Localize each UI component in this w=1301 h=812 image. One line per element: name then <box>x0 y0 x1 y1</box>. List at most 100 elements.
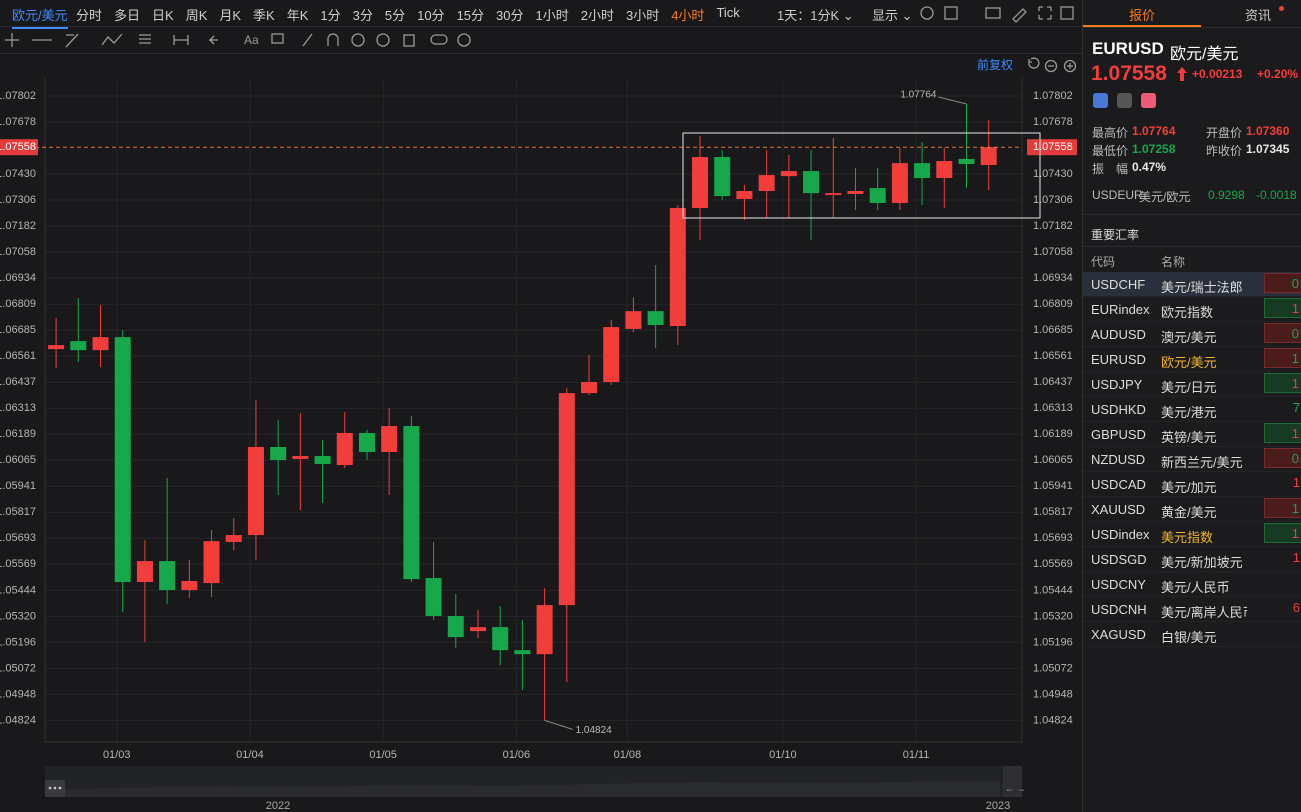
period[interactable]: 月K <box>219 8 242 23</box>
icon-settings[interactable] <box>920 6 934 20</box>
icon-pen[interactable] <box>1012 8 1027 23</box>
period[interactable]: 5分 <box>384 8 406 23</box>
rate-code: AUDUSD <box>1091 327 1146 342</box>
rate-row[interactable]: XAUUSD 黄金/美元 1 <box>1083 497 1301 522</box>
interval: 1天：1分K <box>777 8 840 23</box>
icon-fib[interactable] <box>139 34 151 44</box>
rate-name: 澳元/美元 <box>1161 330 1217 345</box>
rate-value: 6 <box>1292 600 1300 615</box>
candle-body <box>758 175 775 192</box>
y-tick-label-left: 1.07058 <box>0 246 36 258</box>
icon-move[interactable] <box>5 33 19 47</box>
period[interactable]: 2小时 <box>580 8 614 23</box>
icon-camera[interactable] <box>985 7 1001 19</box>
rate-name: 美元/港元 <box>1161 405 1217 420</box>
candle-body <box>936 161 953 179</box>
rate-row[interactable]: USDHKD 美元/港元 7 <box>1083 397 1301 422</box>
period[interactable]: 年K <box>286 8 309 23</box>
icon-hide[interactable] <box>376 33 390 47</box>
icon-undo[interactable] <box>1028 57 1040 69</box>
rate-row[interactable]: USDindex 美元指数 1 <box>1083 522 1301 547</box>
candle-body <box>181 580 198 590</box>
y-tick-label-left: 1.05196 <box>0 636 36 648</box>
tab-active[interactable] <box>1083 0 1201 27</box>
icon-magnet[interactable] <box>327 33 339 46</box>
icon-tool-settings[interactable] <box>457 33 471 47</box>
period[interactable]: 4小时 <box>671 8 705 23</box>
icon-fullscreen[interactable] <box>1038 6 1052 20</box>
period[interactable]: 3小时 <box>625 8 660 23</box>
period[interactable]: 10分 <box>417 8 445 23</box>
annotation-line <box>938 96 967 105</box>
inverse-name: 美元/欧元 <box>1139 190 1191 204</box>
icon-trend[interactable] <box>65 33 79 48</box>
period[interactable]: 周K <box>185 8 208 23</box>
rate-row[interactable]: USDCHF 美元/瑞士法郎 0 <box>1083 272 1301 297</box>
period[interactable]: 分时 <box>76 8 103 23</box>
candle-body <box>869 188 886 203</box>
y-tick-label: 1.06437 <box>1033 376 1073 388</box>
y-tick-label: 1.06189 <box>1033 428 1073 440</box>
icon-panel[interactable] <box>1060 6 1074 20</box>
year-label: 2022 <box>266 800 290 812</box>
interval-select[interactable]: 1天：1分K ⌄ <box>777 8 854 23</box>
icon-wave[interactable] <box>101 33 123 46</box>
rate-row[interactable]: USDCNY 美元/人民币 <box>1083 572 1301 597</box>
rate-row[interactable]: AUDUSD 澳元/美元 0 <box>1083 322 1301 347</box>
icon-measure[interactable] <box>173 35 189 45</box>
y-tick-label: 1.05196 <box>1033 636 1073 648</box>
y-tick-label-left: 1.06561 <box>0 350 36 362</box>
rate-row[interactable]: GBPUSD 英镑/美元 1 <box>1083 422 1301 447</box>
icon-delete[interactable] <box>403 34 415 47</box>
candle-body <box>447 615 464 638</box>
period[interactable]: 15分 <box>456 8 485 23</box>
tab[interactable]: 报价 <box>1129 8 1156 23</box>
selection-box[interactable] <box>682 132 1041 219</box>
icon-layout[interactable] <box>944 6 958 20</box>
y-tick-label: 1.05072 <box>1033 662 1073 674</box>
rate-row[interactable]: USDCAD 美元/加元 1 <box>1083 472 1301 497</box>
badge-doc[interactable] <box>1117 93 1132 108</box>
y-tick-label-left: 1.07802 <box>0 90 36 102</box>
icon-text[interactable]: Aa <box>244 33 259 47</box>
draw-icons: Aa <box>5 33 471 48</box>
period[interactable]: 3分 <box>352 8 373 23</box>
rate-name: 白银/美元 <box>1161 630 1217 645</box>
tab[interactable]: 资讯 <box>1245 8 1272 23</box>
display-select[interactable]: 显示 ⌄ <box>872 8 913 23</box>
navigator-window[interactable] <box>1003 766 1022 797</box>
period[interactable]: 1小时 <box>535 8 569 23</box>
badge-globe[interactable] <box>1093 93 1108 108</box>
rate-row[interactable]: USDSGD 美元/新加坡元 1 <box>1083 547 1301 572</box>
icon-arrow[interactable] <box>208 35 218 45</box>
candle-body <box>669 207 686 327</box>
rate-row[interactable]: XAGUSD 白银/美元 <box>1083 622 1301 647</box>
rate-row[interactable]: USDCNH 美元/离岸人民币 6 <box>1083 597 1301 622</box>
icon-ruler[interactable] <box>302 33 313 47</box>
adjust-mode[interactable]: 前复权 <box>977 57 1013 72</box>
candle-body <box>114 337 131 583</box>
y-tick-label: 1.07182 <box>1033 220 1073 232</box>
badge-fav[interactable] <box>1141 93 1156 108</box>
icon-zoom-out[interactable] <box>1044 59 1058 73</box>
y-tick-label-left: 1.05817 <box>0 506 36 518</box>
rate-name: 新西兰元/美元 <box>1161 455 1243 470</box>
icon-note[interactable] <box>271 33 284 44</box>
period[interactable]: 30分 <box>496 8 524 23</box>
stat-value: 1.07258 <box>1132 142 1176 156</box>
symbol-tab[interactable]: 欧元/美元 <box>12 5 68 29</box>
icon-eye[interactable] <box>351 33 365 47</box>
period[interactable]: 多日 <box>114 8 141 23</box>
stat-value: 1.07360 <box>1246 124 1290 138</box>
rate-row[interactable]: USDJPY 美元/日元 1 <box>1083 372 1301 397</box>
icon-link[interactable] <box>430 34 448 45</box>
rate-row[interactable]: EURindex 欧元指数 1 <box>1083 297 1301 322</box>
rate-row[interactable]: EURUSD 欧元/美元 1 <box>1083 347 1301 372</box>
rate-row[interactable]: NZDUSD 新西兰元/美元 0 <box>1083 447 1301 472</box>
period[interactable]: 季K <box>253 8 275 23</box>
period[interactable]: 日K <box>152 8 174 23</box>
period[interactable]: 1分 <box>320 8 341 23</box>
period[interactable]: Tick <box>716 5 740 20</box>
y-tick-label-left: 1.06065 <box>0 454 36 466</box>
icon-zoom-in[interactable] <box>1063 59 1077 73</box>
